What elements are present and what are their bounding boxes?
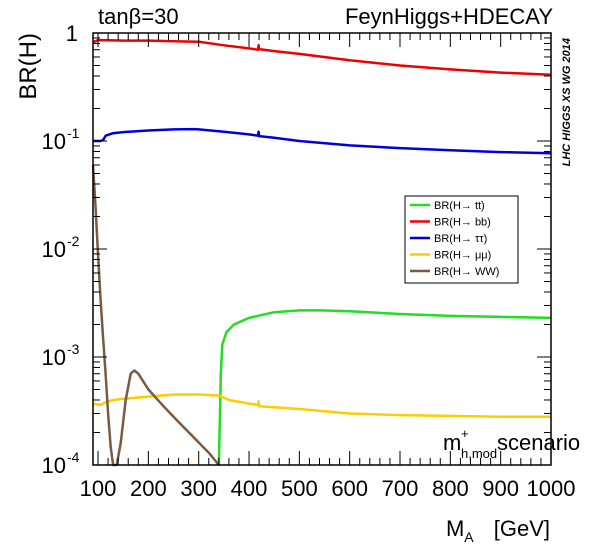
- y-tick-exponent: -1: [67, 125, 80, 141]
- top-right-label: FeynHiggs+HDECAY: [345, 4, 553, 29]
- legend-entry: BR(H→ tt): [434, 200, 485, 212]
- y-tick-exponent: -4: [67, 449, 80, 465]
- series-line-1: [92, 38, 552, 77]
- scenario-suffix: scenario: [497, 430, 580, 455]
- x-tick-label: 900: [482, 476, 519, 501]
- y-tick-label: 1: [66, 21, 78, 46]
- x-tick-label: 600: [331, 476, 368, 501]
- x-axis-label-sub: A: [464, 529, 474, 545]
- legend-entry: BR(H→ μμ): [434, 250, 491, 262]
- legend-box: [404, 195, 519, 284]
- series-line-2: [93, 127, 552, 155]
- y-tick-label: 10: [42, 453, 66, 478]
- series-line-0: [217, 309, 552, 466]
- legend-entry: BR(H→ bb): [434, 217, 491, 229]
- x-tick-label: 100: [80, 476, 117, 501]
- y-tick-label: 10: [42, 129, 66, 154]
- scenario-label: m + h,mod scenario: [443, 426, 580, 461]
- x-tick-label: 400: [231, 476, 268, 501]
- x-tick-label: 1000: [527, 476, 576, 501]
- y-tick-label: 10: [42, 345, 66, 370]
- x-axis-label-main: M: [446, 516, 464, 541]
- y-tick-label: 10: [42, 237, 66, 262]
- y-tick-exponent: -3: [67, 341, 80, 357]
- legend-entry: BR(H→ WW): [434, 266, 499, 278]
- side-label: LHC HIGGS XS WG 2014: [561, 38, 573, 166]
- x-axis-label: MA [GeV]: [446, 516, 550, 545]
- scenario-sup: +: [461, 426, 469, 441]
- scenario-sub: h,mod: [461, 446, 497, 461]
- series-line-3: [92, 393, 551, 418]
- legend-entry: BR(H→ ττ): [434, 233, 487, 245]
- x-tick-label: 500: [281, 476, 318, 501]
- legend: BR(H→ tt) BR(H→ bb) BR(H→ ττ) BR(H→ μμ) BR(H…: [404, 195, 519, 284]
- x-tick-label: 800: [432, 476, 469, 501]
- y-axis-label: BR(H): [15, 33, 42, 100]
- x-tick-label: 300: [180, 476, 217, 501]
- x-tick-label: 200: [130, 476, 167, 501]
- y-tick-exponent: -2: [67, 233, 80, 249]
- scenario-main: m: [443, 430, 461, 455]
- axis-ticks: [93, 32, 552, 466]
- top-left-label: tanβ=30: [98, 4, 179, 29]
- series-line-4: [91, 164, 220, 467]
- x-tick-label: 700: [382, 476, 419, 501]
- tick-labels: 100 200 300 400 500 600 700 800 900 1000110-110-2…: [42, 21, 576, 501]
- x-axis-label-unit: [GeV]: [494, 516, 550, 541]
- series-lines: [91, 38, 552, 467]
